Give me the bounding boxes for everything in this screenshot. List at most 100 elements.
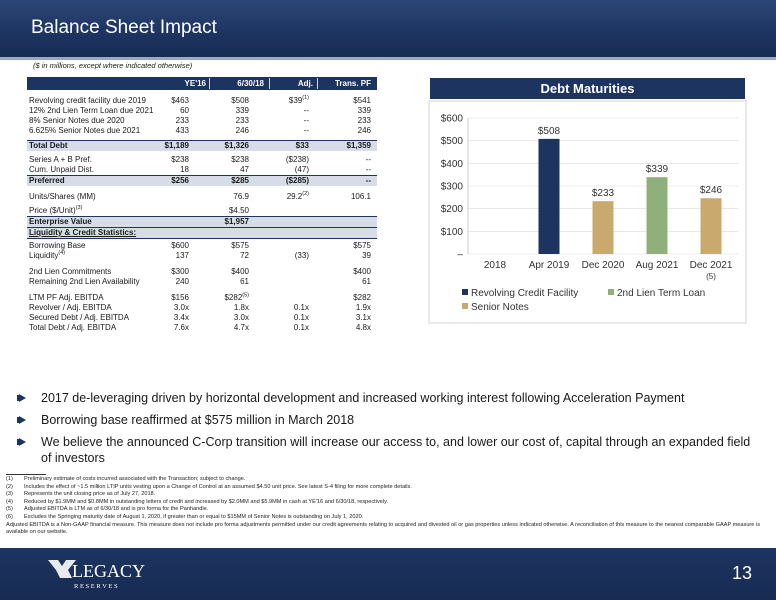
bullet-item: Borrowing base reaffirmed at $575 millio…: [17, 412, 762, 428]
table-row: Liquidity(4) 137 72 (33) 39: [27, 251, 377, 261]
legend-swatch: [608, 289, 614, 295]
svg-text:LEGACY: LEGACY: [72, 561, 145, 581]
table-row: 12% 2nd Lien Term Loan due 2021 60 339 -- 33…: [27, 106, 377, 116]
x-tick-label: 2018: [484, 260, 507, 271]
table-cell: 137: [175, 251, 189, 260]
table-subtitle: ($ in millions, except where indicated o…: [33, 61, 193, 70]
y-tick-label: $100: [441, 227, 464, 238]
x-tick-label: Apr 2019: [529, 260, 570, 271]
chart-svg: – $100 $200 $300 $400 $500 $600 2018 Apr 2019 Dec…: [428, 100, 747, 324]
table-cell: 7.6x: [173, 323, 189, 332]
table-cell: 240: [175, 277, 189, 286]
row-label: Series A + B Pref.: [29, 155, 92, 164]
x-tick-label: Dec 2021: [690, 260, 733, 271]
table-row: Series A + B Pref. $238 $238 ($238) --: [27, 155, 377, 165]
row-label: Preferred: [29, 176, 65, 185]
table-cell: $575: [231, 241, 249, 250]
data-label: $339: [646, 164, 669, 175]
table-cell: 0.1x: [293, 323, 309, 332]
table-cell: 1.9x: [355, 303, 371, 312]
header-divider: [0, 57, 776, 60]
table-row: Borrowing Base $600 $575 $575: [27, 241, 377, 251]
footnote-ref: (3): [75, 205, 83, 212]
table-row: Cum. Unpaid Dist. 18 47 (47) --: [27, 165, 377, 175]
table-cell: 61: [240, 277, 249, 286]
chart-frame: [428, 100, 747, 324]
row-label: Total Debt / Adj. EBITDA: [29, 323, 117, 332]
footnotes: (1) Preliminary estimate of costs incurre…: [6, 476, 771, 537]
table-cell: 3.0x: [173, 303, 189, 312]
footnote-ref: (1): [302, 95, 309, 102]
table-cell: $300: [171, 267, 189, 276]
row-label: Total Debt: [29, 141, 68, 150]
table-row: Total Debt $1,189 $1,326 $33 $1,359: [27, 140, 377, 151]
table-cell: 3.4x: [173, 313, 189, 322]
table-cell: --: [365, 165, 371, 174]
footnote-divider: [6, 474, 46, 475]
debt-maturities-chart: Debt Maturities – $100 $200 $300 $400 $500 $60…: [422, 70, 754, 326]
table-cell: 1.8x: [233, 303, 249, 312]
table-cell: $1,957: [224, 217, 249, 226]
footnote-ref: (4): [58, 250, 66, 257]
table-cell: $541: [353, 96, 371, 105]
balance-sheet-table: YE'16 6/30/18 Adj. Trans. PF Revolving c…: [27, 77, 377, 333]
table-row: Liquidity & Credit Statistics:: [27, 227, 377, 239]
table-cell: (33): [294, 251, 309, 260]
row-label: 8% Senior Notes due 2020: [29, 116, 125, 125]
table-cell: 233: [175, 116, 189, 125]
footnote-ref: (2): [302, 191, 309, 198]
table-row: LTM PF Adj. EBITDA $156 $282(5) $282: [27, 293, 377, 303]
row-label: Price ($/Unit): [29, 206, 76, 215]
row-label: Enterprise Value: [29, 217, 92, 226]
col-header-ye16: YE'16: [184, 79, 206, 88]
col-sep: [209, 78, 210, 89]
table-cell: 339: [357, 106, 371, 115]
chart-footnote-marker: (5): [706, 272, 716, 281]
table-cell: 433: [175, 126, 189, 135]
bar-senior-notes: [592, 201, 614, 254]
footnote-item: (5) Adjusted EBITDA is LTM as of 6/30/18 …: [6, 506, 209, 513]
legend-label: Revolving Credit Facility: [471, 288, 578, 299]
table-cell: ($238): [285, 155, 309, 164]
table-cell: --: [303, 106, 309, 115]
table-cell: 3.0x: [233, 313, 249, 322]
table-cell: $285: [231, 176, 249, 185]
row-label: Revolver / Adj. EBITDA: [29, 303, 112, 312]
table-cell: 60: [180, 106, 189, 115]
table-row: Revolving credit facility due 2019 $463 $5…: [27, 96, 377, 106]
y-tick-label: $500: [441, 136, 464, 147]
row-label: 12% 2nd Lien Term Loan due 2021: [29, 106, 154, 115]
footnote-non-gaap: Adjusted EBITDA is a Non-GAAP financial …: [6, 521, 760, 536]
table-cell: ($285): [285, 176, 309, 185]
table-row: Units/Shares (MM) 76.9 29.2(2) 106.1: [27, 192, 377, 202]
bullet-arrow-icon: [17, 394, 26, 402]
row-label: Borrowing Base: [29, 241, 86, 250]
bar-2nd-lien-term-loan: [646, 177, 668, 254]
y-tick-label: –: [457, 250, 463, 261]
table-cell: $39(1): [288, 95, 309, 105]
row-label: LTM PF Adj. EBITDA: [29, 293, 104, 302]
legend-swatch: [462, 289, 468, 295]
col-header-adj: Adj.: [297, 79, 313, 88]
x-tick-label: Dec 2020: [582, 260, 625, 271]
table-row: Total Debt / Adj. EBITDA 7.6x 4.7x 0.1x 4.8x: [27, 323, 377, 333]
footnote-item: (4) Reduced by $1.9MM and $0.8MM in outst…: [6, 498, 389, 505]
x-tick-label: Aug 2021: [636, 260, 679, 271]
row-label: Liquidity: [29, 251, 59, 260]
table-cell: --: [365, 155, 371, 164]
bullet-item: We believe the announced C-Corp transiti…: [17, 434, 762, 466]
table-cell: $1,189: [164, 141, 189, 150]
col-sep: [269, 78, 270, 89]
footnote-item: (6) Excludes the Springing maturity date …: [6, 513, 364, 520]
y-tick-label: $600: [441, 114, 464, 125]
table-cell: $256: [171, 176, 189, 185]
row-label: 6.625% Senior Notes due 2021: [29, 126, 141, 135]
table-row: 2nd Lien Commitments $300 $400 $400: [27, 267, 377, 277]
table-cell: $156: [171, 293, 189, 302]
footer-bar: [0, 548, 776, 600]
table-cell: 106.1: [350, 192, 371, 201]
table-cell: 0.1x: [293, 313, 309, 322]
table-cell: $33: [295, 141, 309, 150]
col-header-jun18: 6/30/18: [237, 79, 264, 88]
table-cell: 246: [235, 126, 249, 135]
